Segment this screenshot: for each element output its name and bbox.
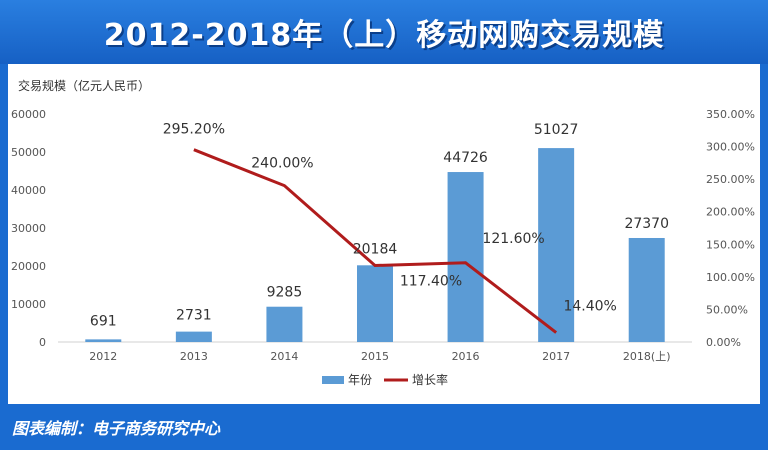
bar (628, 237, 665, 342)
x-tick-label: 2016 (452, 350, 480, 363)
line-data-label: 117.40% (400, 274, 462, 290)
y-tick-label: 10000 (11, 298, 46, 311)
x-tick-label: 2013 (180, 350, 208, 363)
y2-tick-label: 0.00% (706, 336, 741, 349)
y-tick-label: 50000 (11, 146, 46, 159)
y2-tick-label: 200.00% (706, 206, 755, 219)
y2-tick-label: 350.00% (706, 108, 755, 121)
footer: 图表编制：电子商务研究中心 (0, 404, 768, 450)
chart-panel (8, 64, 760, 404)
bar-data-label: 51027 (534, 122, 579, 138)
y2-tick-label: 100.00% (706, 271, 755, 284)
bar-data-label: 691 (90, 313, 117, 329)
chart-title: 2012-2018年（上）移动网购交易规模 (103, 18, 665, 53)
bar (85, 339, 122, 342)
line-data-label: 295.20% (163, 122, 225, 138)
bar-data-label: 2731 (176, 308, 212, 324)
bar (175, 331, 212, 342)
legend-swatch-bar (322, 376, 344, 384)
bar (357, 265, 393, 342)
x-tick-label: 2014 (270, 350, 298, 363)
growth-rate-line (193, 148, 558, 334)
bar-data-label: 9285 (267, 285, 303, 301)
y-tick-label: 20000 (11, 260, 46, 273)
y2-tick-label: 150.00% (706, 238, 755, 251)
line-data-label: 14.40% (563, 299, 616, 315)
y2-tick-label: 300.00% (706, 141, 755, 154)
y-tick-label: 30000 (11, 222, 46, 235)
line-data-label: 121.60% (482, 231, 544, 247)
footer-credit: 图表编制：电子商务研究中心 (12, 419, 221, 438)
bar-data-label: 44726 (443, 150, 488, 166)
title-bar: 2012-2018年（上）移动网购交易规模 (0, 0, 768, 64)
y2-tick-label: 50.00% (706, 303, 748, 316)
y-tick-label: 40000 (11, 184, 46, 197)
legend-label-line: 增长率 (412, 372, 448, 387)
line-data-label: 240.00% (251, 156, 313, 172)
legend-label-bar: 年份 (348, 373, 372, 387)
bar (447, 172, 484, 342)
x-tick-label: 2018(上) (623, 350, 671, 363)
x-tick-label: 2015 (361, 350, 389, 363)
bar (538, 148, 575, 342)
bar-data-label: 27370 (624, 216, 669, 232)
bar (266, 306, 303, 342)
x-tick-label: 2017 (542, 350, 570, 363)
bar-data-label: 20184 (353, 241, 398, 257)
y-axis-label: 交易规模（亿元人民币） (18, 78, 150, 93)
x-tick-label: 2012 (89, 350, 117, 363)
y-tick-label: 60000 (11, 108, 46, 121)
y2-tick-label: 250.00% (706, 173, 755, 186)
y-tick-label: 0 (39, 336, 46, 349)
